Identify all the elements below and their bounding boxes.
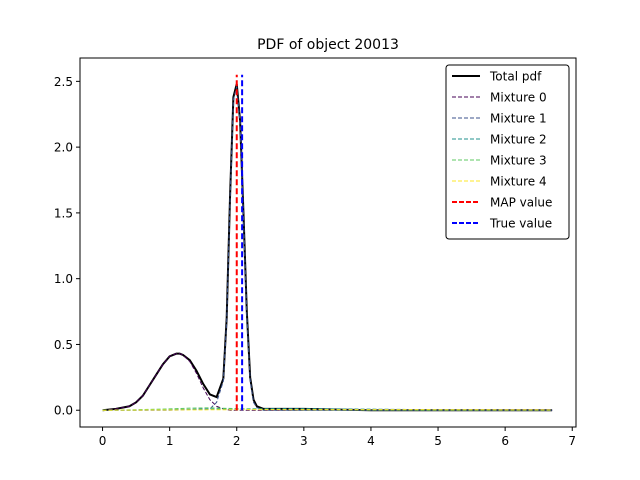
legend-label: True value — [489, 217, 552, 231]
x-tick-label: 1 — [166, 434, 174, 448]
y-tick-label: 2.5 — [54, 75, 73, 89]
legend-label: Mixture 4 — [490, 175, 547, 189]
x-tick-label: 0 — [99, 434, 107, 448]
legend-label: Mixture 2 — [490, 133, 547, 147]
legend-label: MAP value — [490, 196, 552, 210]
x-tick-label: 3 — [300, 434, 308, 448]
y-tick-label: 2.0 — [54, 141, 73, 155]
legend-box — [445, 64, 570, 240]
legend-label: Mixture 0 — [490, 91, 547, 105]
x-tick-label: 6 — [501, 434, 509, 448]
y-tick-label: 0.5 — [54, 338, 73, 352]
chart-title: PDF of object 20013 — [257, 37, 399, 53]
axes: 0 1 2 3 4 5 6 7 0.0 0.5 1.0 1.5 2.0 2.5 — [54, 57, 577, 448]
series-line-4 — [102, 407, 553, 411]
axes-frame — [79, 57, 577, 428]
y-tick-label: 1.5 — [54, 206, 73, 220]
y-tick-label: 0.0 — [54, 404, 73, 418]
legend-label: Mixture 3 — [490, 154, 547, 168]
series-line-5 — [102, 409, 553, 411]
legend-label: Total pdf — [489, 70, 542, 84]
legend-label: Mixture 1 — [490, 112, 547, 126]
x-tick-label: 2 — [233, 434, 241, 448]
y-tick-label: 1.0 — [54, 272, 73, 286]
x-tick-label: 7 — [568, 434, 576, 448]
plot-area — [102, 74, 553, 412]
x-tick-label: 4 — [367, 434, 375, 448]
legend: Total pdf Mixture 0 Mixture 1 Mixture 2 Mixt… — [445, 64, 570, 240]
x-tick-label: 5 — [434, 434, 442, 448]
series-line-1 — [102, 353, 553, 411]
